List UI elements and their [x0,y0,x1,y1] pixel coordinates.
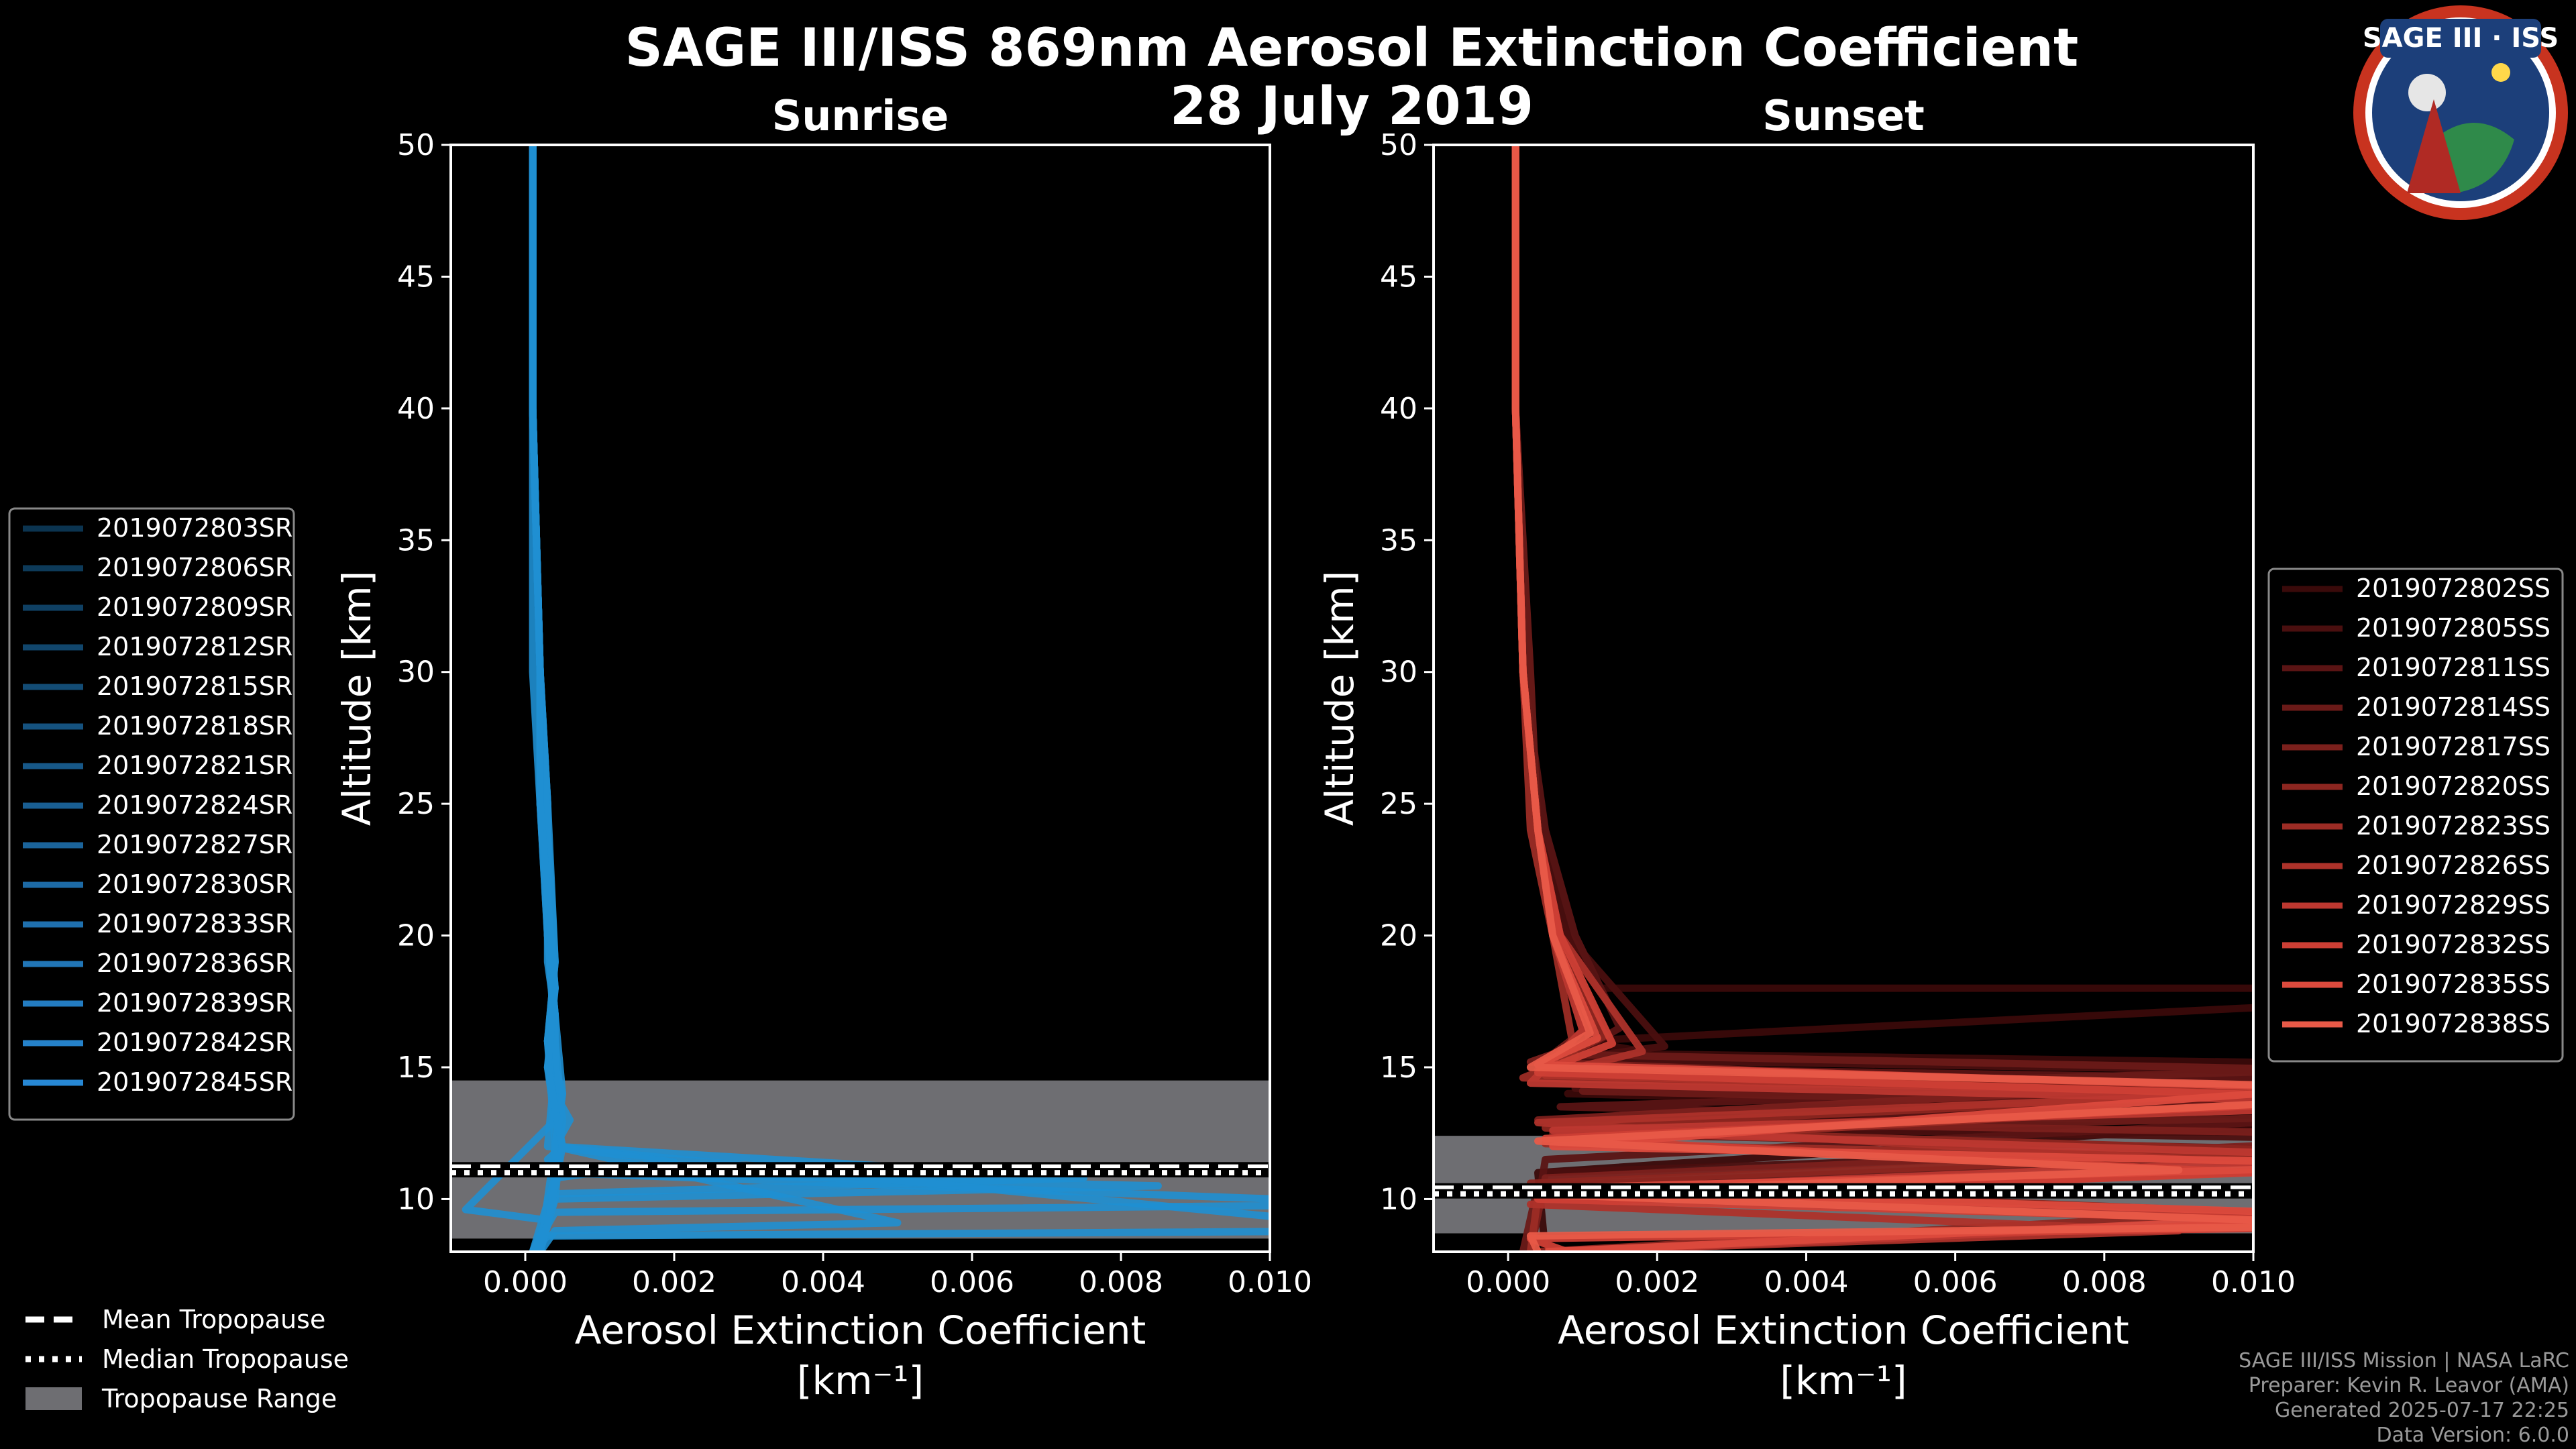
legend-item-label: 2019072826SS [2356,851,2551,880]
legend-item-label: 2019072803SR [97,513,292,543]
x-tick-label: 0.010 [1228,1265,1312,1299]
credit-line-1: SAGE III/ISS Mission | NASA LaRC [2239,1349,2569,1373]
profile-line-12 [1511,145,2253,1252]
y-tick-label: 15 [397,1051,435,1085]
x-axis-label: Aerosol Extinction Coefficient [1558,1307,2129,1353]
legend-item-label: 2019072836SR [97,949,292,978]
y-tick-label: 40 [1380,392,1417,426]
x-tick-label: 0.000 [1466,1265,1550,1299]
legend-item-label: 2019072812SR [97,632,292,661]
credit-line-2: Preparer: Kevin R. Leavor (AMA) [2249,1374,2569,1397]
legend-item-label: 2019072838SS [2356,1009,2551,1038]
panel-subtitle: Sunset [1762,91,1925,140]
legend-item-label: 2019072832SS [2356,930,2551,959]
x-axis-unit: [km⁻¹] [797,1358,924,1403]
y-tick-label: 20 [1380,919,1417,953]
legend-item-label: 2019072835SS [2356,969,2551,999]
legend-item-label: 2019072806SR [97,553,292,582]
y-tick-label: 10 [397,1182,435,1216]
legend-frame [2267,568,2564,1063]
legend-item-label: 2019072814SS [2356,692,2551,722]
legend-item-label: 2019072820SS [2356,771,2551,801]
legend-item-label: 2019072830SR [97,869,292,899]
y-tick-label: 50 [397,128,435,162]
legend-item-label: 2019072845SR [97,1067,292,1097]
sage-logo: SAGE III · ISS [2353,5,2568,220]
plot-frame [1432,144,2255,1253]
y-tick-label: 35 [397,523,435,557]
y-tick-label: 30 [397,655,435,690]
y-tick-label: 45 [1380,260,1417,294]
legend-item-label: 2019072811SS [2356,653,2551,682]
legend-item-label: 2019072824SR [97,790,292,820]
y-tick-label: 15 [1380,1051,1417,1085]
plot-area [451,145,1270,1252]
legend-item-label: 2019072818SR [97,711,292,741]
x-tick-label: 0.006 [930,1265,1014,1299]
legend-item-label: 2019072817SS [2356,732,2551,761]
panel-sunset: 0.000 0.002 0.004 0.006 0.008 0.010 10 15 20 25 30… [1317,91,2296,1403]
legend-common-label: Median Tropopause [102,1344,349,1374]
legend-common-label: Mean Tropopause [102,1305,325,1334]
x-tick-label: 0.002 [1615,1265,1699,1299]
panel-sunrise: 0.000 0.002 0.004 0.006 0.008 0.010 10 15 20 25 30… [334,91,1312,1403]
y-tick-label: 25 [1380,787,1417,821]
legend-range-swatch [25,1387,82,1410]
legend-item-label: 2019072839SR [97,988,292,1018]
legend-item-label: 2019072802SS [2356,574,2551,603]
y-axis-label: Altitude [km] [334,571,380,826]
y-tick-label: 25 [397,787,435,821]
x-tick-label: 0.008 [2062,1265,2147,1299]
x-tick-label: 0.002 [632,1265,716,1299]
legend-item-label: 2019072829SS [2356,890,2551,920]
x-tick-label: 0.006 [1913,1265,1998,1299]
plot-frame [449,144,1271,1253]
y-tick-label: 10 [1380,1182,1417,1216]
profile-line-4 [1511,145,2253,1252]
x-tick-label: 0.010 [2211,1265,2296,1299]
legend-item-label: 2019072823SS [2356,811,2551,841]
legend-item-label: 2019072821SR [97,751,292,780]
x-tick-label: 0.004 [781,1265,865,1299]
legend-common-label: Tropopause Range [101,1384,337,1413]
chart-title: SAGE III/ISS 869nm Aerosol Extinction Co… [625,18,2079,78]
legend-item-label: 2019072833SR [97,909,292,938]
y-tick-label: 40 [397,392,435,426]
credit-line-4: Data Version: 6.0.0 [2377,1424,2569,1447]
legend-sunset: 2019072802SS 2019072805SS 2019072811SS 2019… [2267,568,2564,1063]
y-tick-label: 50 [1380,128,1417,162]
y-tick-label: 20 [397,919,435,953]
y-tick-label: 35 [1380,523,1417,557]
legend-item-label: 2019072827SR [97,830,292,859]
legend-item-label: 2019072815SR [97,672,292,701]
legend-tropopause: Mean Tropopause Median Tropopause Tropopau… [25,1305,349,1413]
y-tick-label: 45 [397,260,435,294]
x-tick-label: 0.004 [1764,1265,1848,1299]
legend-item-label: 2019072842SR [97,1028,292,1057]
logo-text: SAGE III · ISS [2363,23,2559,54]
legend-item-label: 2019072809SR [97,592,292,622]
profile-line-10 [529,145,566,1252]
y-tick-label: 30 [1380,655,1417,690]
x-axis-label: Aerosol Extinction Coefficient [575,1307,1146,1353]
panel-subtitle: Sunrise [772,91,949,140]
legend-item-label: 2019072805SS [2356,613,2551,643]
legend-sunrise: 2019072803SR 2019072806SR 2019072809SR 2019… [8,507,295,1121]
x-tick-label: 0.000 [483,1265,568,1299]
chart-date: 28 July 2019 [1170,76,1534,137]
credit-line-3: Generated 2025-07-17 22:25 [2275,1399,2569,1422]
x-axis-unit: [km⁻¹] [1780,1358,1907,1403]
y-axis-label: Altitude [km] [1317,571,1362,826]
x-tick-label: 0.008 [1079,1265,1163,1299]
